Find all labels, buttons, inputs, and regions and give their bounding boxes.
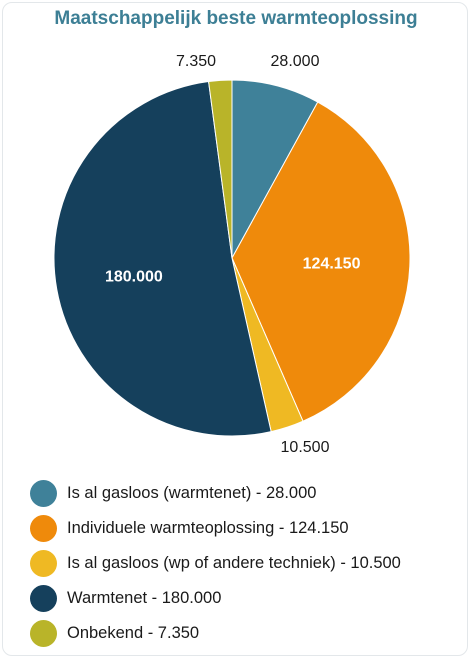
legend-item: Is al gasloos (wp of andere techniek) - … xyxy=(30,546,460,581)
slice-value-label: 180.000 xyxy=(105,269,163,286)
legend-item: Onbekend - 7.350 xyxy=(30,616,460,651)
chart-title: Maatschappelijk beste warmteoplossing xyxy=(54,8,418,29)
legend-swatch xyxy=(30,480,57,507)
pie-slice xyxy=(231,79,319,259)
legend-item: Is al gasloos (warmtenet) - 28.000 xyxy=(30,476,460,511)
legend-item: Individuele warmteoplossing - 124.150 xyxy=(30,511,460,546)
slice-value-label: 124.150 xyxy=(303,256,361,273)
legend-item: Warmtenet - 180.000 xyxy=(30,581,460,616)
legend-swatch xyxy=(30,550,57,577)
pie-slice xyxy=(208,79,233,259)
legend-label: Is al gasloos (wp of andere techniek) - … xyxy=(67,554,401,572)
legend-label: Warmtenet - 180.000 xyxy=(67,589,222,607)
pie-slice xyxy=(231,101,411,422)
slice-value-label: 28.000 xyxy=(271,53,320,70)
slice-value-label: 10.500 xyxy=(281,439,330,456)
pie-chart: 28.000 124.150 10.500 180.000 7.350 xyxy=(53,53,411,456)
pie-slice xyxy=(53,80,272,437)
legend-label: Onbekend - 7.350 xyxy=(67,624,200,642)
legend-swatch xyxy=(30,620,57,647)
legend-swatch xyxy=(30,515,57,542)
legend-label: Is al gasloos (warmtenet) - 28.000 xyxy=(67,484,317,502)
chart-legend: Is al gasloos (warmtenet) - 28.000 Indiv… xyxy=(30,476,460,651)
legend-swatch xyxy=(30,585,57,612)
slice-value-label: 7.350 xyxy=(176,53,216,70)
legend-label: Individuele warmteoplossing - 124.150 xyxy=(67,519,349,537)
